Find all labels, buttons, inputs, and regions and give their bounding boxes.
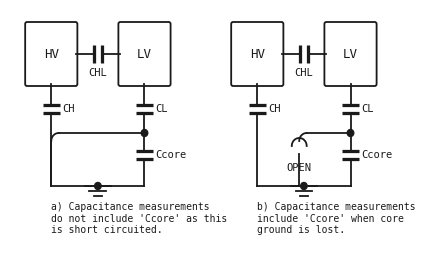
Text: LV: LV <box>343 48 358 60</box>
Circle shape <box>347 130 354 136</box>
Text: HV: HV <box>250 48 265 60</box>
Text: Ccore: Ccore <box>156 150 187 160</box>
FancyBboxPatch shape <box>25 22 77 86</box>
Text: HV: HV <box>44 48 59 60</box>
Text: CHL: CHL <box>88 68 107 78</box>
Text: b) Capacitance measurements
include 'Ccore' when core
ground is lost.: b) Capacitance measurements include 'Cco… <box>257 202 416 235</box>
Text: CH: CH <box>268 104 281 114</box>
Text: CL: CL <box>362 104 374 114</box>
Circle shape <box>95 182 101 190</box>
Circle shape <box>141 130 148 136</box>
Text: Ccore: Ccore <box>362 150 393 160</box>
FancyBboxPatch shape <box>231 22 283 86</box>
Text: CHL: CHL <box>294 68 313 78</box>
Text: a) Capacitance measurements
do not include 'Ccore' as this
is short circuited.: a) Capacitance measurements do not inclu… <box>51 202 228 235</box>
Text: CL: CL <box>156 104 168 114</box>
FancyBboxPatch shape <box>118 22 171 86</box>
Text: CH: CH <box>62 104 75 114</box>
FancyBboxPatch shape <box>324 22 377 86</box>
Text: OPEN: OPEN <box>287 163 312 173</box>
Circle shape <box>301 182 307 190</box>
Text: LV: LV <box>137 48 152 60</box>
